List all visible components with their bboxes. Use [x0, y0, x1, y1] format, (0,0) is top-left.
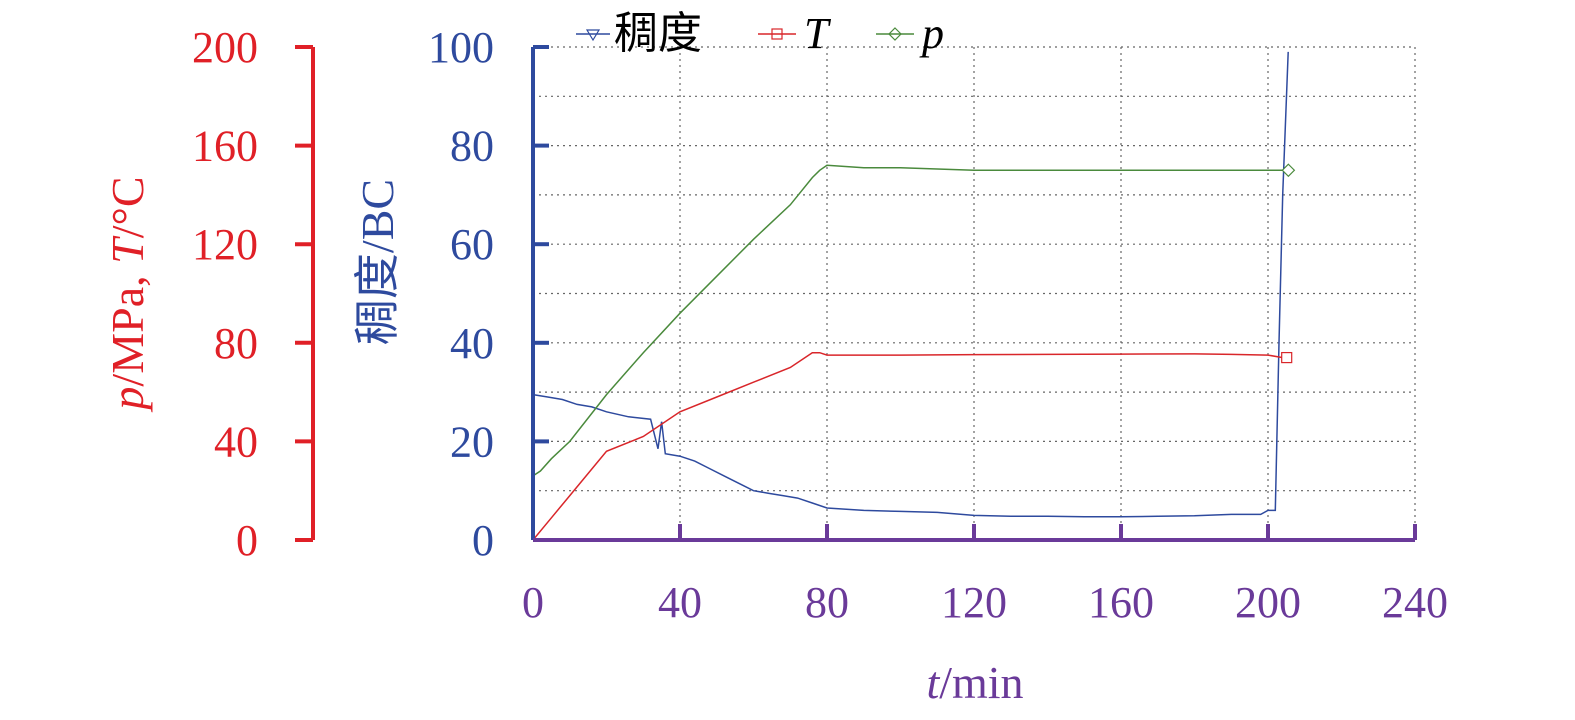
series-line-T	[532, 351, 1283, 541]
legend-marker-consistency	[585, 29, 601, 42]
series-layer	[532, 51, 1296, 541]
legend-label-p: p	[919, 9, 944, 58]
legend-item-p: p	[876, 9, 944, 58]
x-tick-label: 0	[522, 578, 544, 627]
legend-label-T: T	[804, 9, 832, 58]
outer-y-axis-p-unit: /MPa,	[102, 264, 153, 387]
outer-y-tick-label: 0	[236, 516, 258, 565]
outer-y-tick-label: 120	[192, 220, 258, 269]
outer-y-axis-title: p/MPa, T/°C	[102, 176, 153, 412]
inner-y-tick-label: 100	[428, 23, 494, 72]
x-tick-label: 160	[1088, 578, 1154, 627]
x-tick-label: 240	[1382, 578, 1448, 627]
legend-marker-T	[771, 28, 783, 40]
outer-y-tick-label: 200	[192, 23, 258, 72]
outer-y-axis-p: p	[102, 387, 153, 413]
inner-y-tick-label: 60	[450, 220, 494, 269]
inner-y-axis-title: 稠度/BC	[352, 179, 403, 345]
tick-labels: 0 40 80 120 160 200 0 20 40 60 80 100 0 40 80 120 160 200…	[192, 23, 1448, 627]
legend: 稠度 T p	[576, 9, 944, 58]
axes	[295, 45, 1417, 542]
series-end-marker-T	[1281, 351, 1293, 364]
legend-item-consistency: 稠度	[576, 9, 702, 58]
outer-y-axis-T: T	[102, 235, 153, 264]
grid	[533, 46, 1416, 540]
x-tick-label: 80	[805, 578, 849, 627]
series-end-marker-p	[1281, 163, 1296, 178]
legend-label-consistency: 稠度	[614, 9, 702, 58]
inner-y-tick-label: 20	[450, 417, 494, 466]
x-tick-label: 200	[1235, 578, 1301, 627]
x-axis-title: t/min	[926, 657, 1023, 708]
series-line-consistency	[532, 51, 1289, 518]
inner-y-tick-label: 0	[472, 516, 494, 565]
x-axis-unit: /min	[939, 657, 1023, 708]
outer-y-tick-label: 80	[214, 319, 258, 368]
outer-y-tick-label: 160	[192, 122, 258, 171]
x-tick-label: 40	[658, 578, 702, 627]
x-tick-label: 120	[941, 578, 1007, 627]
legend-item-T: T	[758, 9, 832, 58]
inner-y-tick-label: 80	[450, 122, 494, 171]
outer-y-axis-T-unit: /°C	[102, 176, 153, 238]
legend-marker-p	[888, 27, 902, 41]
outer-y-tick-label: 40	[214, 417, 258, 466]
series-line-p	[532, 164, 1287, 477]
x-axis-var: t	[926, 657, 940, 708]
inner-y-tick-label: 40	[450, 319, 494, 368]
